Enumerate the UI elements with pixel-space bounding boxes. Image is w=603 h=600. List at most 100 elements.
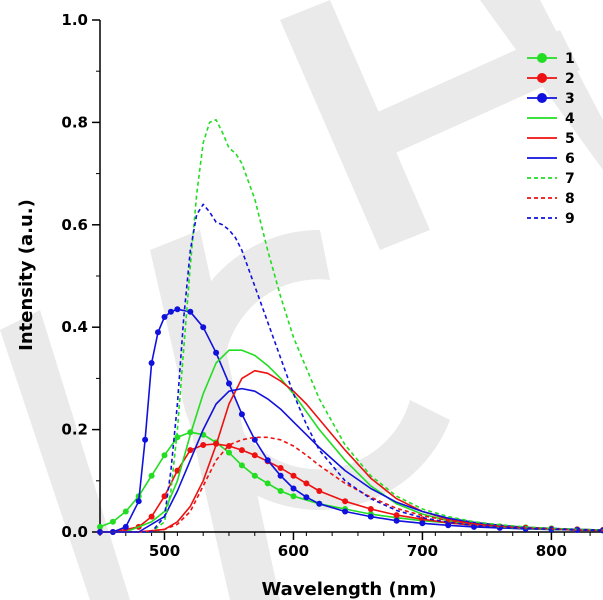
series-3-point [303,494,310,501]
series-2-point [303,480,310,487]
series-3-point [277,472,284,479]
legend-label: 4 [565,111,575,127]
series-1-point [290,493,297,500]
series-3-point [142,436,149,443]
y-axis-label: Intensity (a.u.) [16,199,37,351]
legend-label: 7 [565,171,575,187]
legend-label: 6 [565,151,575,167]
series-3-point [445,522,452,529]
x-tick-label: 500 [149,542,180,560]
series-9 [100,203,603,533]
legend: 1 2 3 4 5 6 7 8 9 [527,51,575,227]
legend-entry-4: 4 [527,111,575,127]
x-tick-label: 800 [536,542,567,560]
series-layer [97,119,603,535]
legend-label: 5 [565,131,575,147]
y-tick-label: 0.0 [61,523,88,541]
series-3-point [122,523,129,530]
legend-entry-1: 1 [527,51,575,67]
watermark-stroke-c [179,229,450,510]
legend-label: 1 [565,51,575,67]
series-3-point [367,513,374,520]
series-2-point [148,513,155,520]
series-8 [100,436,603,533]
series-1-point [251,472,258,479]
legend-entry-9: 9 [527,211,575,227]
series-3-point [238,411,245,418]
series-1-point [277,488,284,494]
series-2-point [251,452,258,459]
series-9-line [100,203,603,533]
series-3-point [213,349,220,356]
x-tick-label: 600 [278,542,309,560]
series-3-line [100,308,603,533]
series-3-point [135,498,142,505]
series-3-point [167,308,174,315]
legend-label: 3 [565,91,575,107]
series-1-point [161,452,168,459]
legend-swatch-marker [537,93,547,103]
series-3-point [174,306,181,313]
series-1-point [148,472,155,479]
legend-entry-7: 7 [527,171,575,187]
series-2-point [161,493,168,500]
series-3-point [342,508,349,515]
series-3-point [316,500,323,507]
x-axis-label: Wavelength (nm) [261,579,436,600]
y-tick-label: 1.0 [61,11,88,29]
x-tick-label: 700 [407,542,438,560]
series-6-line [100,387,603,533]
watermark-stroke-h3 [360,30,580,160]
series-1-point [226,449,232,456]
series-6 [100,387,603,533]
series-7 [100,119,603,533]
y-tick-label: 0.4 [61,318,88,336]
series-1-point [238,462,245,469]
watermark-stroke-h1 [280,0,430,250]
series-2-point [277,465,284,471]
series-1-point [264,480,271,487]
series-3-point [226,380,232,387]
legend-label: 9 [565,211,575,227]
legend-swatch-marker [537,53,547,63]
series-2-point [342,498,349,505]
legend-entry-6: 6 [527,151,575,167]
series-5-line [100,369,603,533]
series-3-point [290,485,297,492]
legend-entry-8: 8 [527,191,575,207]
series-7-line [100,119,603,533]
series-2-point [290,472,297,479]
legend-label: 2 [565,71,575,87]
axes: 0.0 0.2 0.4 0.6 0.8 1.0 500 600 700 800 [61,11,603,560]
series-2-point [187,447,194,454]
legend-label: 8 [565,191,575,207]
series-3-point [155,329,161,336]
series-2-point [200,442,207,448]
series-3-point [148,360,155,366]
legend-entry-3: 3 [527,91,575,107]
series-1-point [122,508,129,515]
series-2-point [174,467,181,474]
series-2-point [238,447,245,454]
series-3-point [419,520,426,527]
watermark-stroke-v1 [0,310,130,600]
series-1-point [97,523,103,530]
series-1-point [109,518,116,525]
series-2-point [367,506,374,512]
series-3-point [393,517,400,524]
series-3-point [200,324,207,331]
series-2-point [316,488,323,494]
series-8-line [100,436,603,533]
series-3-point [264,457,271,464]
series-1-point [174,434,181,441]
series-2-point [393,512,400,519]
y-tick-label: 0.8 [61,113,88,131]
y-tick-label: 0.6 [61,216,88,234]
legend-entry-5: 5 [527,131,575,147]
series-3-point [187,308,194,315]
series-5 [100,369,603,533]
legend-swatch-marker [537,73,547,83]
y-tick-label: 0.2 [61,421,88,439]
